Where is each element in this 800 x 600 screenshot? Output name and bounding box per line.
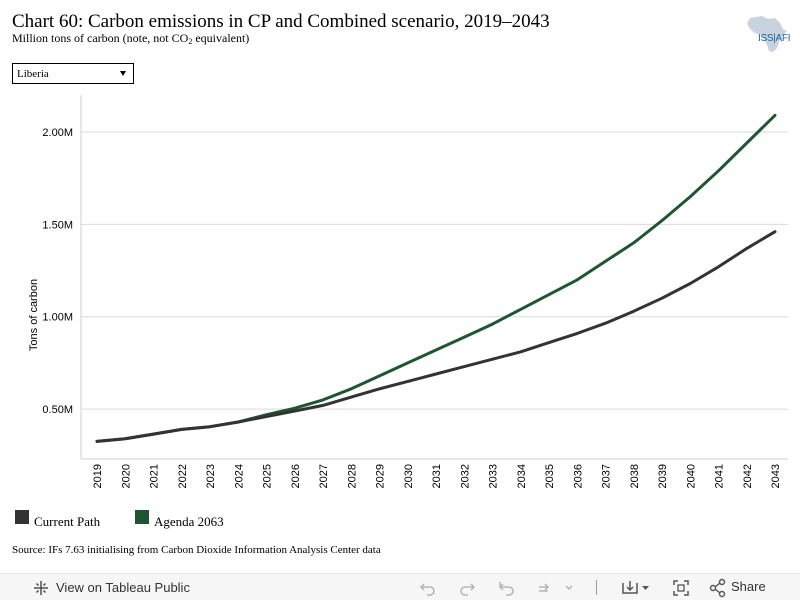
x-tick-label: 2043 [770,464,782,488]
x-tick-label: 2024 [233,464,245,488]
x-tick-label: 2022 [177,464,189,488]
y-axis-label-text: Tons of carbon [28,278,40,352]
toolbar-divider [596,580,597,595]
chevron-down-icon [120,71,126,76]
x-tick-label: 2040 [685,464,697,488]
source-note: Source: IFs 7.63 initialising from Carbo… [12,544,381,556]
line-chart: 0.50M 1.00M 1.50M 2.00M 2019 2020 2021 2022 2023… [42,95,788,488]
download-icon [622,581,649,594]
redo-icon [460,583,476,596]
x-tick-label: 2030 [403,464,415,488]
legend-label-current-path: Current Path [34,514,101,529]
view-on-tableau-label: View on Tableau Public [56,580,190,595]
x-tick-label: 2038 [629,464,641,488]
legend-swatch-current-path [15,510,29,524]
x-tick-label: 2039 [657,464,669,488]
fullscreen-button[interactable] [671,578,691,598]
undo-button[interactable] [418,578,438,598]
legend-swatch-agenda-2063 [135,510,149,524]
x-tick-label: 2031 [431,464,443,488]
x-tick-label: 2041 [714,464,726,488]
revert-icon [498,582,514,596]
x-tick-label: 2027 [318,464,330,488]
x-tick-label: 2028 [346,464,358,488]
x-tick-label: 2042 [742,464,754,488]
x-tick-label: 2037 [601,464,613,488]
x-tick-label: 2034 [516,464,528,488]
share-icon [709,578,726,598]
subtitle-text-end: equivalent) [192,31,250,45]
refresh-icon [539,583,573,592]
legend-label-agenda-2063: Agenda 2063 [154,514,224,529]
x-tick-label: 2019 [92,464,104,488]
chart-subtitle: Million tons of carbon (note, not CO2 eq… [12,31,249,46]
x-tick-label: 2025 [262,464,274,488]
country-select-value: Liberia [17,68,49,80]
x-tick-label: 2029 [375,464,387,488]
tableau-toolbar: View on Tableau Public Share [0,573,800,600]
y-tick-label: 2.00M [42,127,73,139]
x-tick-label: 2033 [488,464,500,488]
refresh-button[interactable] [535,578,575,598]
x-tick-label: 2021 [149,464,161,488]
chart-title: Chart 60: Carbon emissions in CP and Com… [12,11,550,32]
africa-map-icon [747,16,787,52]
country-select[interactable]: Liberia [12,63,134,84]
x-tick-label: 2026 [290,464,302,488]
fullscreen-icon [673,580,689,596]
tableau-icon [34,581,48,595]
download-button[interactable] [620,578,652,598]
y-tick-label: 1.50M [42,219,73,231]
x-tick-label: 2023 [205,464,217,488]
revert-button[interactable] [497,578,517,598]
series-line-agenda-2063 [95,113,777,443]
share-button[interactable]: Share [709,578,766,598]
x-tick-label: 2036 [572,464,584,488]
x-tick-label: 2032 [459,464,471,488]
subtitle-text: Million tons of carbon (note, not CO [12,31,189,45]
x-tick-label: 2035 [544,464,556,488]
subtitle-subscript: 2 [188,37,193,46]
series-line-current-path [95,230,777,443]
y-tick-label: 0.50M [42,404,73,416]
y-tick-label: 1.00M [42,312,73,324]
logo-text: ISS|AFI [758,33,791,44]
x-tick-label: 2020 [120,464,132,488]
share-label: Share [731,579,766,594]
undo-icon [419,583,435,596]
redo-button[interactable] [457,578,477,598]
